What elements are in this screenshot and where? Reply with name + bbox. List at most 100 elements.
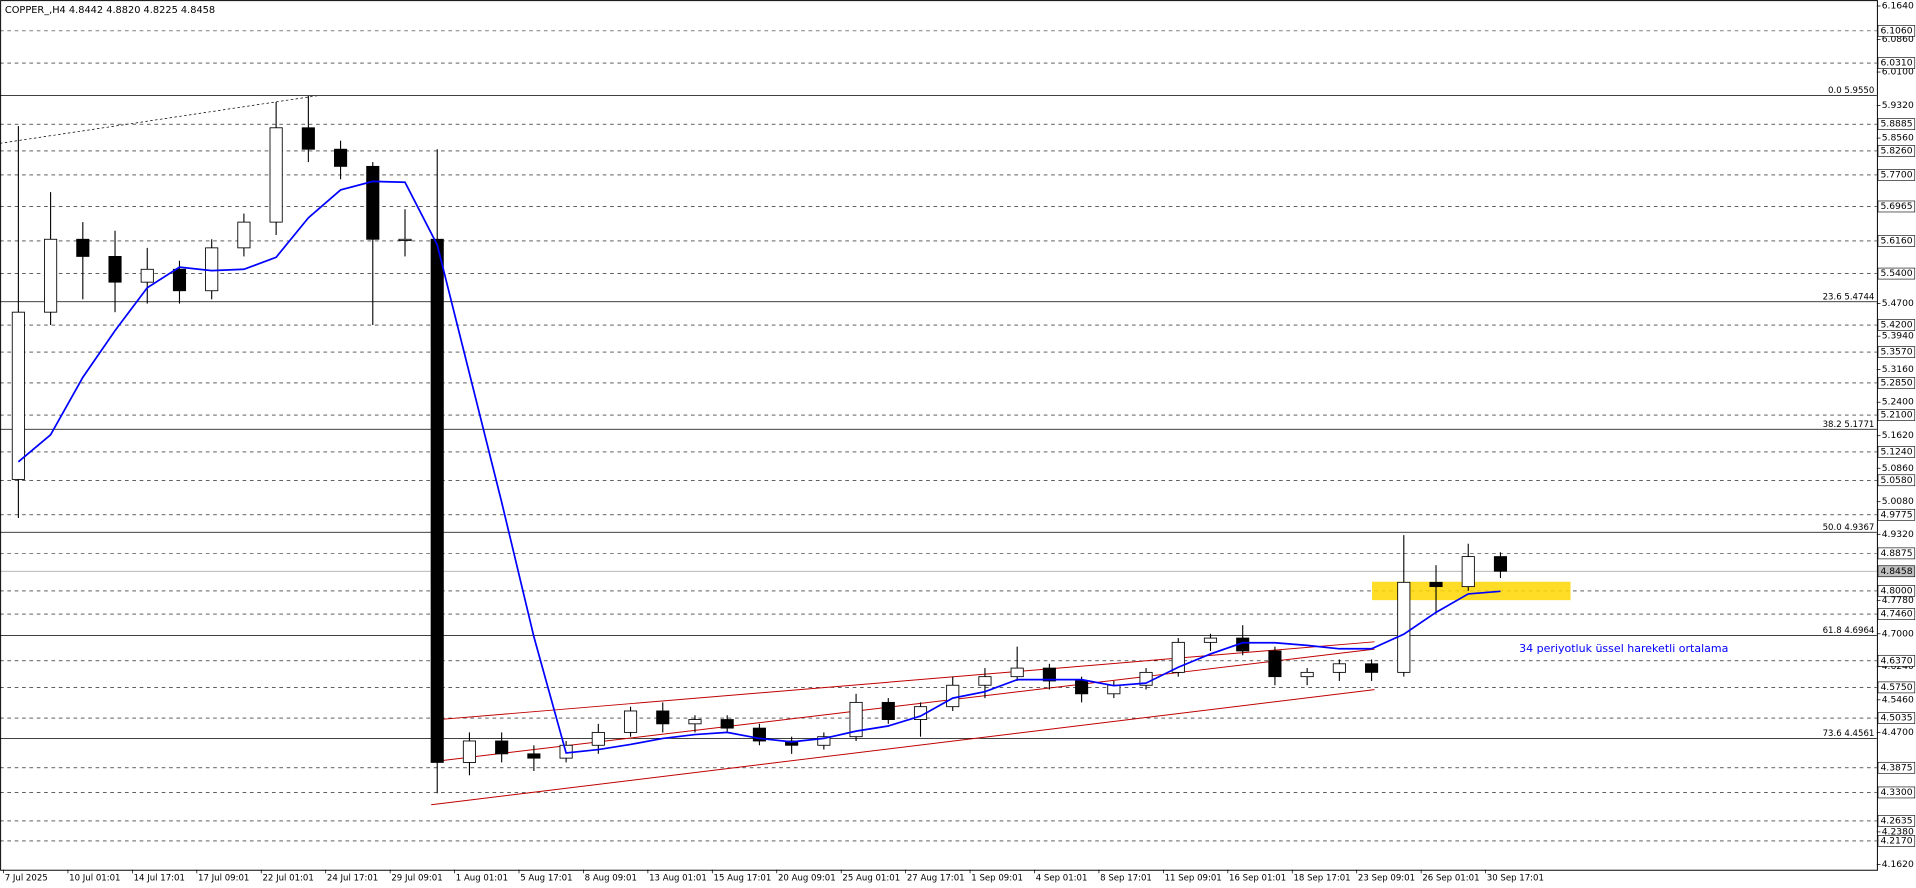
level-box <box>1877 761 1916 774</box>
level-box <box>1877 446 1916 458</box>
candle-body <box>495 740 509 755</box>
y-tick-label: 5.3160 <box>1882 364 1914 375</box>
candle-body <box>817 736 831 746</box>
y-tick-label: 5.9320 <box>1882 100 1914 111</box>
channel-bottom <box>431 689 1375 806</box>
level-box <box>1877 169 1916 181</box>
y-tick-label: 5.4700 <box>1882 298 1914 309</box>
level-box <box>1877 835 1916 847</box>
candle-body <box>688 719 702 725</box>
level-label: 4.6370 <box>1880 655 1912 666</box>
level-label: 5.6160 <box>1880 235 1912 246</box>
level-box <box>1877 585 1916 597</box>
y-tick-label: 4.2380 <box>1882 826 1914 837</box>
level-box <box>1877 57 1916 69</box>
level-label: 5.3570 <box>1880 347 1912 358</box>
x-tick-label: 30 Sep 17:01 <box>1487 874 1544 884</box>
candle-body <box>44 238 58 313</box>
level-box <box>1877 409 1916 421</box>
fib-label: 0.0 5.9550 <box>1828 86 1874 96</box>
chart-title: COPPER_,H4 4.8442 4.8820 4.8225 4.8458 <box>5 5 215 16</box>
channel-middle <box>431 648 1375 763</box>
level-label: 5.4200 <box>1880 320 1912 331</box>
candle-body <box>656 710 670 725</box>
x-tick-label: 27 Aug 17:01 <box>907 874 965 884</box>
candle-body <box>334 148 348 167</box>
level-label: 5.0580 <box>1880 475 1912 486</box>
y-tick-label: 6.0860 <box>1882 34 1914 45</box>
ema-line <box>17 180 1501 754</box>
level-box <box>1877 474 1916 487</box>
level-box <box>1877 235 1916 247</box>
level-label: 5.1240 <box>1880 446 1912 457</box>
level-box <box>1877 508 1916 521</box>
level-box <box>1877 712 1916 724</box>
y-tick-label: 5.8560 <box>1882 133 1914 144</box>
candle-body <box>1300 671 1314 678</box>
candle-body <box>527 753 541 759</box>
x-tick-label: 25 Aug 01:01 <box>842 874 900 884</box>
x-tick-label: 5 Aug 17:01 <box>520 874 572 884</box>
last-price-label: 4.8458 <box>1880 566 1912 577</box>
x-tick-label: 4 Sep 01:01 <box>1036 874 1088 884</box>
y-tick-label: 6.0100 <box>1882 67 1914 78</box>
y-tick-label: 5.1620 <box>1882 430 1914 441</box>
y-tick-label: 6.1640 <box>1882 1 1914 12</box>
y-tick-label: 4.9320 <box>1882 529 1914 540</box>
candle-body <box>398 238 412 241</box>
x-tick-label: 18 Sep 17:01 <box>1293 874 1350 884</box>
y-tick-label: 4.1620 <box>1882 859 1914 870</box>
x-tick-label: 11 Sep 09:01 <box>1165 874 1222 884</box>
level-box <box>1877 200 1916 213</box>
level-label: 5.8885 <box>1880 119 1912 130</box>
level-label: 6.1060 <box>1880 25 1912 36</box>
level-box <box>1877 319 1916 331</box>
candle-body <box>11 311 25 480</box>
y-tick-label: 5.0080 <box>1882 496 1914 507</box>
level-label: 4.7460 <box>1880 609 1912 620</box>
x-tick-label: 13 Aug 01:01 <box>649 874 707 884</box>
level-box <box>1877 25 1916 37</box>
x-tick-label: 8 Sep 17:01 <box>1100 874 1152 884</box>
level-label: 4.8875 <box>1880 548 1912 559</box>
level-label: 5.7700 <box>1880 169 1912 180</box>
last-price-box <box>1877 565 1916 578</box>
candle-body <box>172 268 187 292</box>
level-box <box>1877 608 1916 620</box>
candle-body <box>1171 641 1185 673</box>
axes: 6.1640 6.0860 6.0100 5.9320 5.8560 5.4700 5.39… <box>3 1 1916 884</box>
level-label: 4.2635 <box>1880 815 1912 826</box>
level-box <box>1877 145 1916 157</box>
level-label: 6.0310 <box>1880 58 1912 69</box>
level-label: 5.2850 <box>1880 377 1912 388</box>
fib-label: 61.8 4.6964 <box>1823 626 1875 636</box>
candle-body <box>1010 667 1024 678</box>
level-label: 4.2170 <box>1880 835 1912 846</box>
candle-body <box>1493 556 1508 572</box>
candle-body <box>1075 680 1089 695</box>
highlight-zone <box>1372 581 1571 601</box>
x-tick-label: 23 Sep 09:01 <box>1358 874 1415 884</box>
levels: 0.0 5.9550 23.6 5.4744 38.2 5.1771 50.0 4.9… <box>0 30 1877 842</box>
x-tick-label: 22 Jul 01:01 <box>262 874 313 884</box>
level-label: 4.3875 <box>1880 762 1912 773</box>
candle-body <box>269 127 283 223</box>
plot-frame <box>0 0 1878 871</box>
level-label: 4.5750 <box>1880 682 1912 693</box>
x-tick-label: 7 Jul 2025 <box>5 874 48 884</box>
level-label: 5.6965 <box>1880 201 1912 212</box>
candle-body <box>1397 581 1411 673</box>
level-label: 5.8260 <box>1880 145 1912 156</box>
candle-body <box>1429 581 1443 588</box>
candle-body <box>140 268 154 283</box>
level-label: 4.5035 <box>1880 713 1912 724</box>
x-tick-label: 1 Aug 01:01 <box>456 874 508 884</box>
x-tick-label: 26 Sep 01:01 <box>1422 874 1479 884</box>
candle-body <box>462 740 476 763</box>
x-tick-label: 29 Jul 09:01 <box>391 874 442 884</box>
level-box <box>1877 267 1916 280</box>
candle-body <box>108 255 122 283</box>
